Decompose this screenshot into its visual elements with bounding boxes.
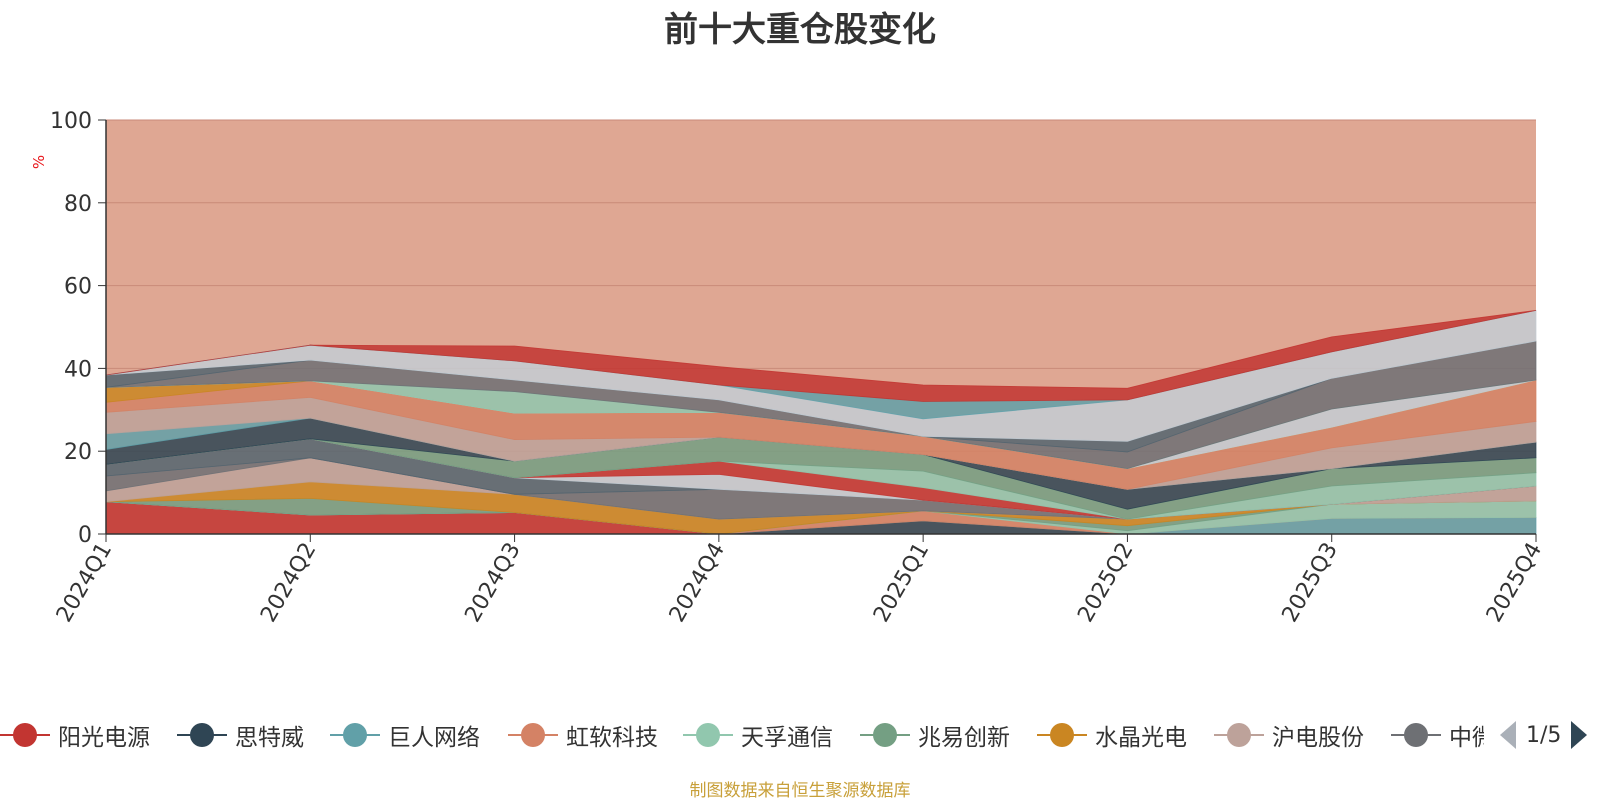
legend-item[interactable]: 虹软科技 <box>508 718 658 752</box>
source-note: 制图数据来自恒生聚源数据库 <box>689 781 911 801</box>
legend-label: 阳光电源 <box>58 725 150 751</box>
legend-marker-icon <box>1214 718 1264 752</box>
legend-item[interactable]: 思特威 <box>177 718 304 752</box>
chart-area: 0 20 40 60 80 100 2024Q1 2024Q2 2024Q3 2024Q4 2025… <box>30 109 1547 627</box>
y-axis-unit-label: % <box>30 155 48 169</box>
x-tick-label: 2025Q2 <box>1073 539 1138 627</box>
stacked-area-layer <box>105 119 1537 535</box>
area-series-26 <box>105 310 1537 402</box>
legend-item[interactable]: 中微公司 <box>1391 718 1484 752</box>
x-tick-label: 2025Q3 <box>1278 539 1343 627</box>
legend-label: 中微公司 <box>1449 725 1484 751</box>
y-tick-label: 80 <box>64 192 92 217</box>
legend-marker-icon <box>0 718 50 752</box>
legend-item[interactable]: 阳光电源 <box>0 718 150 752</box>
legend-label: 虹软科技 <box>566 725 658 751</box>
legend-label: 兆易创新 <box>918 725 1010 751</box>
legend-item[interactable]: 巨人网络 <box>330 718 480 752</box>
legend-marker-icon <box>177 718 227 752</box>
legend-page-indicator: 1/5 <box>1526 722 1562 748</box>
y-tick-label: 0 <box>78 523 92 548</box>
legend-next-page-button[interactable] <box>1571 721 1588 749</box>
legend-item[interactable]: 天孚通信 <box>683 718 833 752</box>
legend-marker-icon <box>1391 718 1441 752</box>
legend-item[interactable]: 兆易创新 <box>860 718 1010 752</box>
legend-label: 巨人网络 <box>388 725 480 751</box>
x-tick-label: 2024Q1 <box>52 539 117 627</box>
legend-marker-icon <box>330 718 380 752</box>
chart-title: 前十大重仓股变化 <box>664 10 936 50</box>
legend: 阳光电源 思特威 巨人网络 虹软科技 天孚通信 兆易创新 水晶光电 沪电股份 中微公司 1/5 <box>0 718 1600 752</box>
legend-marker-icon <box>508 718 558 752</box>
legend-prev-page-button[interactable] <box>1500 721 1516 749</box>
legend-label: 天孚通信 <box>741 725 833 751</box>
x-tick-label: 2024Q4 <box>665 539 730 627</box>
x-tick-label: 2024Q3 <box>460 539 525 627</box>
legend-item[interactable]: 水晶光电 <box>1037 718 1187 752</box>
legend-marker-icon <box>860 718 910 752</box>
x-tick-label: 2025Q1 <box>869 539 934 627</box>
y-tick-label: 40 <box>64 357 92 382</box>
legend-label: 思特威 <box>235 725 304 751</box>
y-tick-label: 60 <box>64 275 92 300</box>
legend-label: 水晶光电 <box>1095 725 1187 751</box>
legend-pager: 1/5 <box>1500 718 1588 752</box>
legend-marker-icon <box>1037 718 1087 752</box>
y-tick-label: 20 <box>64 440 92 465</box>
x-tick-label: 2025Q4 <box>1482 539 1547 627</box>
y-tick-label: 100 <box>50 109 92 134</box>
legend-item[interactable]: 沪电股份 <box>1214 718 1364 752</box>
legend-marker-icon <box>683 718 733 752</box>
legend-items: 阳光电源 思特威 巨人网络 虹软科技 天孚通信 兆易创新 水晶光电 沪电股份 中微公司 <box>0 718 1484 752</box>
x-tick-label: 2024Q2 <box>256 539 321 627</box>
legend-label: 沪电股份 <box>1272 725 1364 751</box>
